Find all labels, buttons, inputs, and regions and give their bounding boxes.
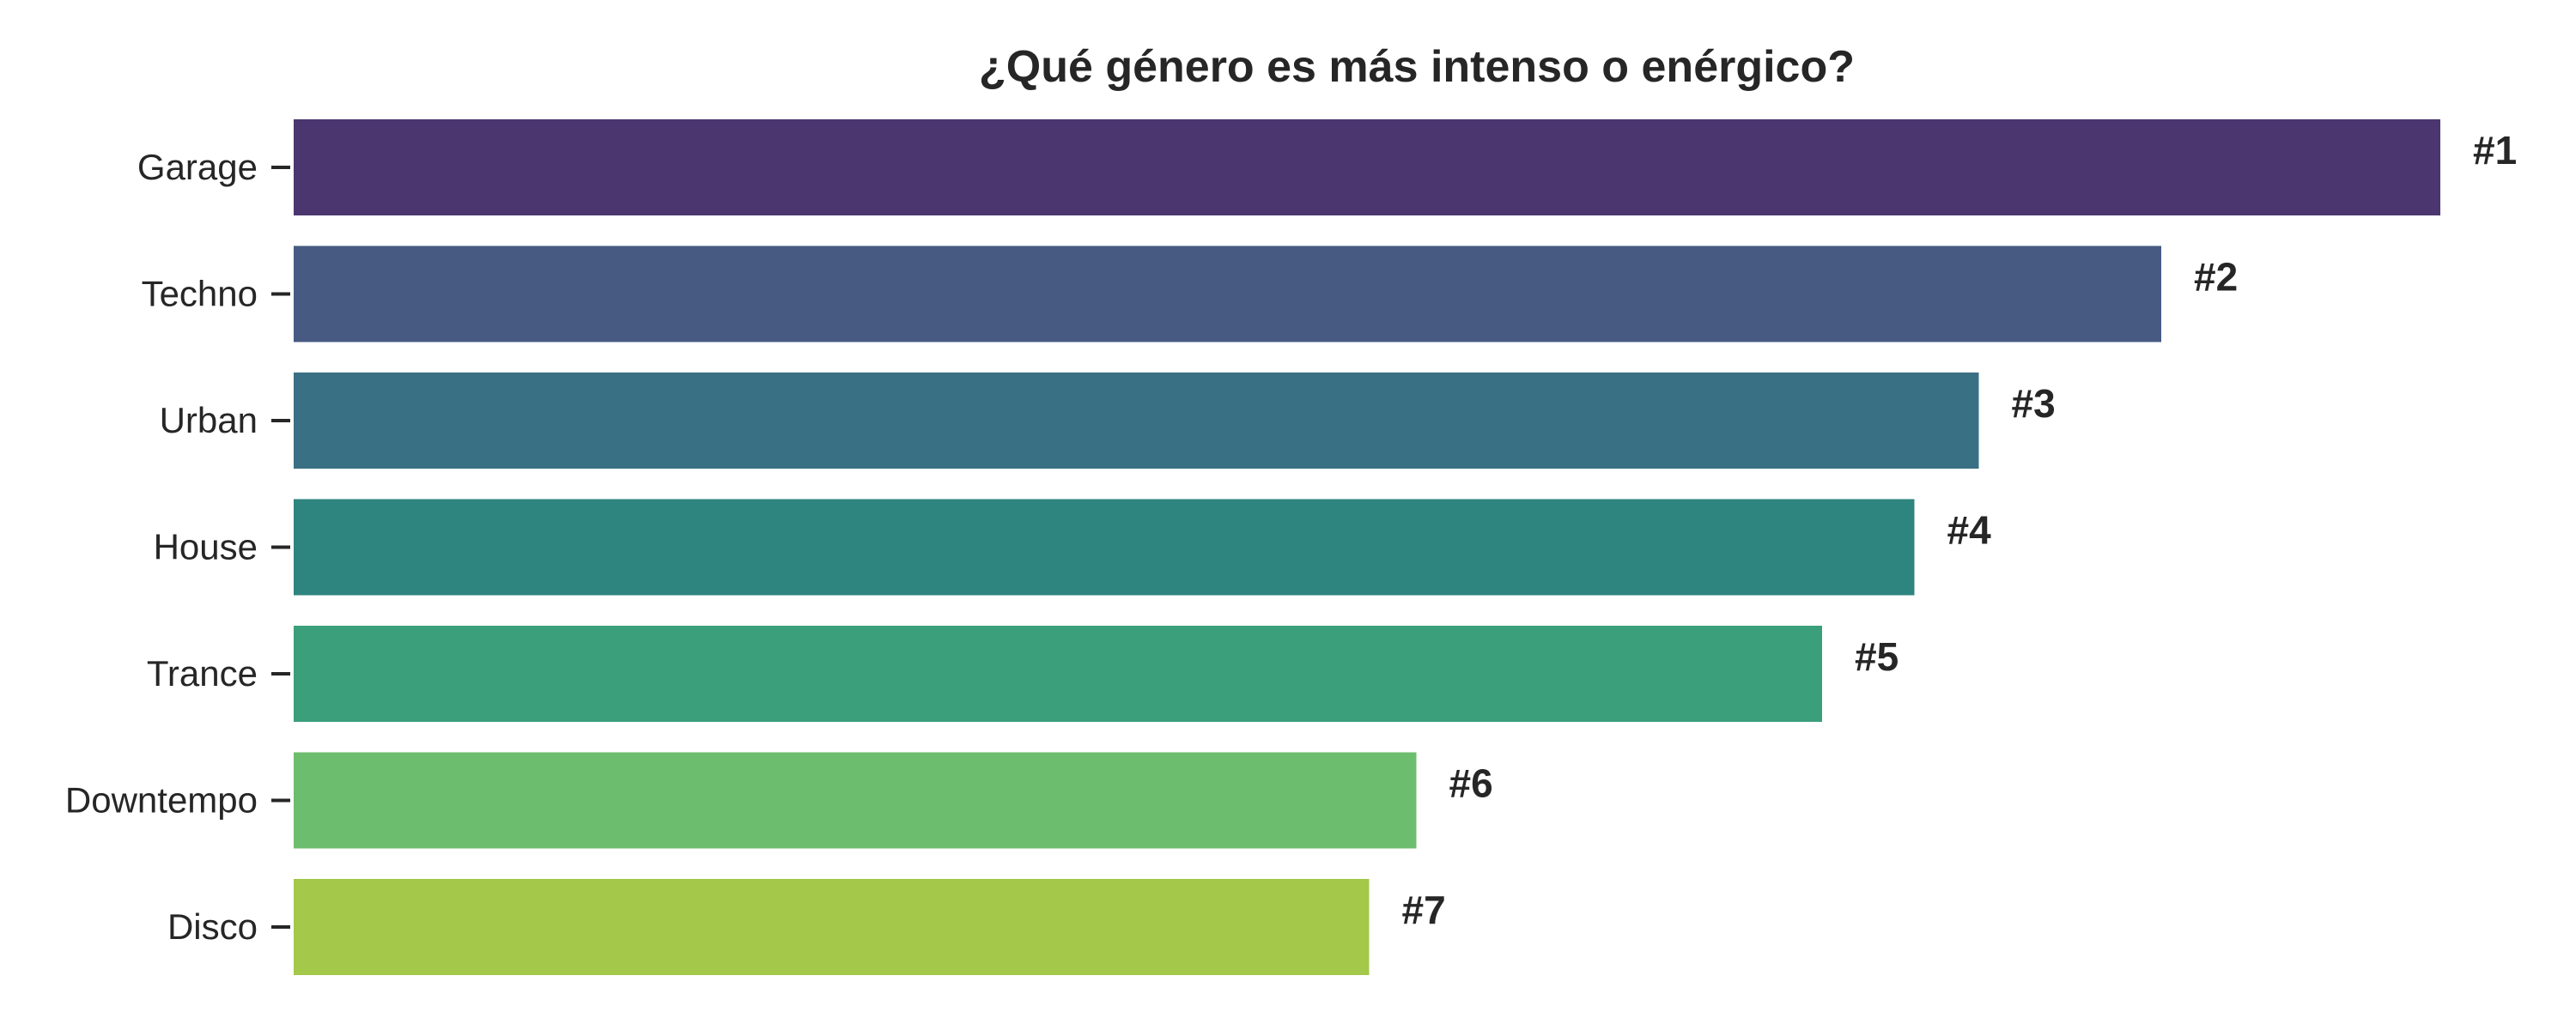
rank-label: #7 xyxy=(1402,888,1446,932)
rank-label: #3 xyxy=(2012,381,2056,426)
rank-label: #2 xyxy=(2194,255,2238,300)
bar-techno xyxy=(294,245,2161,342)
ytick-label: House xyxy=(154,527,258,567)
ytick-label: Trance xyxy=(147,653,258,694)
bar-house xyxy=(294,499,1915,596)
rank-label: #6 xyxy=(1449,761,1493,806)
ytick-label: Garage xyxy=(137,147,258,187)
ytick-label: Techno xyxy=(142,274,258,314)
ytick-label: Urban xyxy=(160,400,258,440)
rank-label: #4 xyxy=(1947,508,1992,553)
chart-title: ¿Qué género es más intenso o enérgico? xyxy=(979,42,1855,92)
bar-downtempo xyxy=(294,752,1417,849)
ytick-label: Downtempo xyxy=(65,780,258,821)
rank-label: #1 xyxy=(2473,128,2517,173)
bar-trance xyxy=(294,626,1822,722)
bar-urban xyxy=(294,373,1979,469)
ytick-label: Disco xyxy=(167,906,258,947)
plot-area: Garage #1 Techno #2 Urban #3 House #4 Trance #5 Do… xyxy=(65,119,2517,975)
rank-label: #5 xyxy=(1855,634,1899,679)
bar-garage xyxy=(294,119,2440,215)
bar-disco xyxy=(294,879,1370,975)
